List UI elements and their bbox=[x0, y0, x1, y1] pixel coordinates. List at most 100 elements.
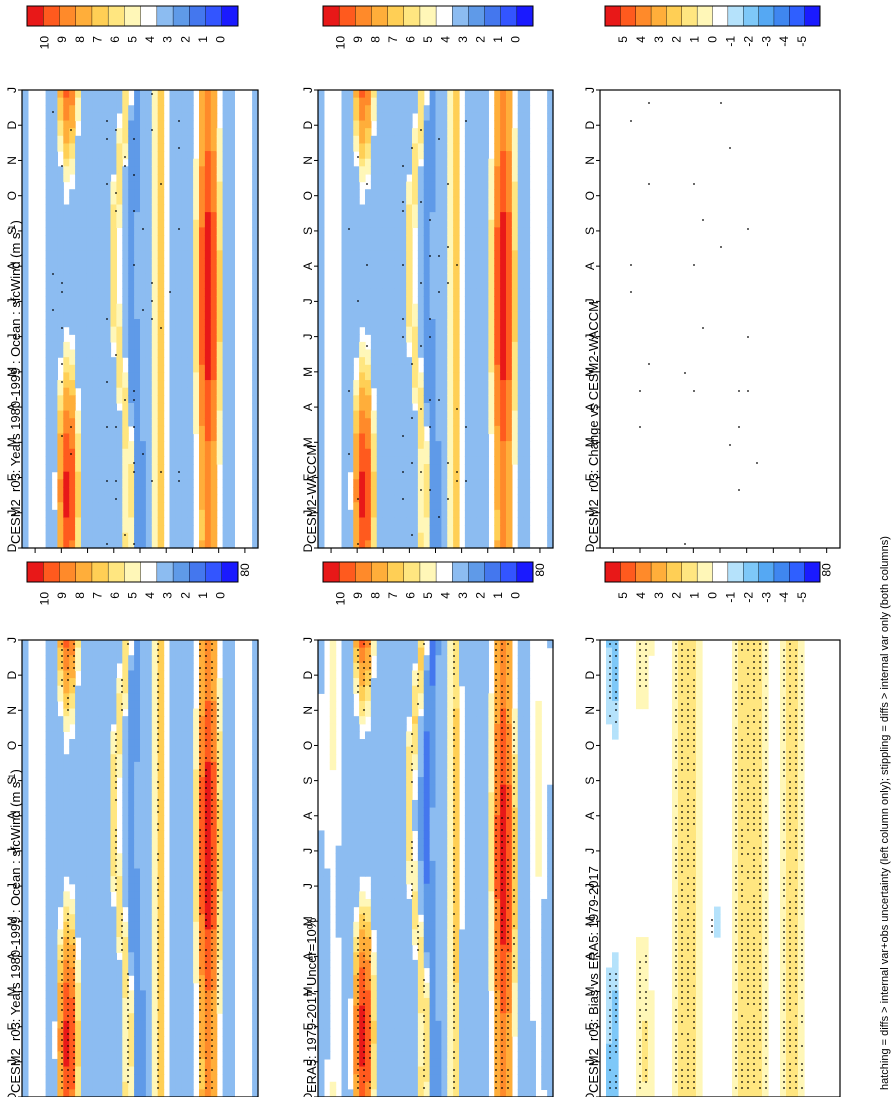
field-cell bbox=[145, 288, 153, 297]
field-cell bbox=[98, 997, 106, 1007]
field-cell bbox=[511, 410, 519, 419]
field-cell bbox=[476, 189, 484, 198]
field-cell bbox=[22, 380, 29, 389]
field-cell bbox=[423, 265, 431, 274]
field-cell bbox=[45, 731, 53, 740]
field-cell bbox=[45, 1066, 53, 1075]
field-cell bbox=[45, 799, 53, 809]
field-cell bbox=[151, 509, 159, 519]
field-cell bbox=[476, 296, 484, 305]
field-cell bbox=[210, 509, 218, 519]
field-cell bbox=[500, 273, 507, 282]
field-cell bbox=[81, 739, 88, 748]
field-cell bbox=[157, 189, 165, 198]
field-cell bbox=[22, 997, 29, 1007]
field-cell bbox=[104, 1020, 112, 1030]
field-cell bbox=[511, 181, 519, 190]
field-cell bbox=[75, 891, 82, 900]
field-cell bbox=[157, 120, 165, 129]
field-cell bbox=[423, 456, 431, 465]
field-cell bbox=[81, 280, 88, 290]
field-cell bbox=[116, 204, 123, 213]
field-cell bbox=[63, 1028, 70, 1037]
field-cell bbox=[151, 235, 159, 244]
field-cell bbox=[187, 151, 194, 160]
stipple-dot bbox=[402, 264, 404, 266]
field-cell bbox=[193, 288, 200, 297]
field-cell bbox=[92, 326, 100, 335]
field-cell bbox=[151, 158, 159, 167]
field-cell bbox=[75, 898, 82, 908]
field-cell bbox=[92, 418, 100, 427]
field-cell bbox=[104, 1043, 112, 1052]
field-cell bbox=[69, 655, 76, 664]
field-cell bbox=[92, 739, 100, 748]
field-cell bbox=[400, 540, 407, 549]
field-cell bbox=[228, 120, 235, 129]
field-cell bbox=[110, 97, 117, 106]
field-cell bbox=[511, 143, 519, 152]
stipple-dot bbox=[438, 255, 440, 257]
field-cell bbox=[69, 1013, 76, 1022]
field-cell bbox=[104, 418, 112, 427]
field-cell bbox=[447, 296, 454, 305]
field-cell bbox=[51, 853, 58, 862]
field-cell bbox=[204, 532, 212, 541]
field-cell bbox=[69, 1028, 76, 1037]
field-cell bbox=[110, 502, 117, 511]
field-cell bbox=[216, 280, 224, 290]
field-cell bbox=[69, 151, 76, 160]
field-cell bbox=[365, 143, 372, 152]
field-cell bbox=[252, 219, 259, 228]
field-cell bbox=[222, 525, 230, 534]
field-cell bbox=[151, 479, 159, 488]
field-cell bbox=[376, 257, 384, 267]
field-cell bbox=[151, 441, 159, 450]
field-cell bbox=[86, 853, 94, 862]
field-cell bbox=[22, 166, 29, 175]
field-cell bbox=[341, 364, 348, 374]
field-cell bbox=[494, 425, 501, 435]
field-cell bbox=[63, 418, 70, 427]
field-cell bbox=[57, 1043, 64, 1052]
field-cell bbox=[134, 448, 141, 457]
stipple-dot bbox=[456, 408, 458, 410]
field-cell bbox=[92, 189, 100, 198]
field-cell bbox=[187, 402, 194, 412]
field-cell bbox=[122, 311, 129, 320]
field-cell bbox=[423, 326, 431, 335]
field-cell bbox=[341, 273, 348, 282]
field-cell bbox=[145, 280, 153, 290]
field-cell bbox=[376, 90, 384, 99]
field-cell bbox=[122, 425, 129, 435]
field-cell bbox=[412, 486, 419, 496]
field-cell bbox=[128, 502, 135, 511]
field-cell bbox=[145, 112, 153, 122]
field-cell bbox=[57, 273, 64, 282]
field-cell bbox=[104, 723, 112, 732]
field-cell bbox=[376, 380, 384, 389]
field-cell bbox=[116, 357, 123, 366]
field-cell bbox=[157, 219, 165, 228]
field-cell bbox=[435, 273, 442, 282]
field-cell bbox=[417, 418, 425, 427]
field-cell bbox=[476, 242, 484, 251]
field-cell bbox=[22, 486, 29, 496]
field-cell bbox=[511, 402, 519, 412]
field-cell bbox=[388, 265, 395, 274]
field-cell bbox=[318, 288, 325, 297]
field-cell bbox=[187, 540, 194, 549]
field-cell bbox=[75, 326, 82, 335]
field-cell bbox=[145, 402, 153, 412]
field-cell bbox=[400, 364, 407, 374]
field-cell bbox=[470, 441, 478, 450]
field-cell bbox=[22, 700, 29, 710]
field-cell bbox=[98, 227, 106, 236]
field-cell bbox=[134, 326, 141, 335]
stipple-dot bbox=[693, 264, 695, 266]
field-cell bbox=[134, 311, 141, 320]
field-cell bbox=[81, 364, 88, 374]
field-cell bbox=[134, 204, 141, 213]
field-cell bbox=[63, 204, 70, 213]
field-cell bbox=[359, 219, 366, 228]
